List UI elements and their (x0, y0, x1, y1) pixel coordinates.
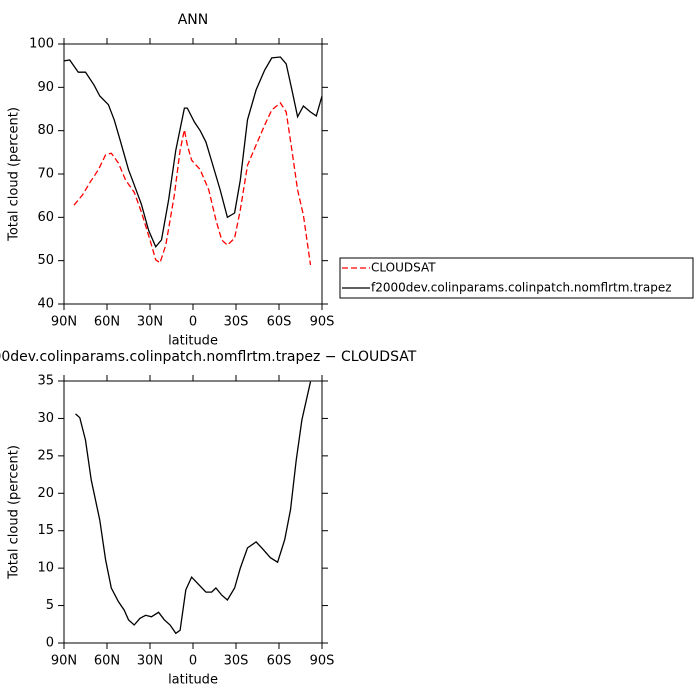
x-axis-label: latitude (168, 334, 218, 349)
chart-title: ANN (178, 12, 209, 28)
x-axis-label: latitude (168, 673, 218, 688)
plot-frame (63, 43, 323, 305)
x-tick-label: 30S (224, 315, 249, 330)
x-tick-label: 30N (137, 654, 163, 669)
data-line (73, 101, 312, 266)
y-tick-label: 20 (37, 486, 54, 501)
x-tick-label: 0 (189, 654, 197, 669)
y-tick-label: 90 (37, 80, 54, 95)
x-tick-label: 60S (267, 315, 292, 330)
x-tick-label: 0 (189, 315, 197, 330)
chart-title: f2000dev.colinparams.colinpatch.nomflrtm… (0, 349, 417, 365)
y-tick-label: 100 (29, 37, 54, 52)
x-tick-label: 30S (224, 654, 249, 669)
y-tick-label: 25 (37, 448, 54, 463)
x-tick-label: 60N (94, 654, 120, 669)
data-line (75, 381, 312, 635)
x-tick-label: 30N (137, 315, 163, 330)
x-tick-label: 90S (310, 315, 335, 330)
y-tick-label: 0 (46, 636, 54, 651)
x-tick-label: 60S (267, 654, 292, 669)
legend-label: f2000dev.colinparams.colinpatch.nomflrtm… (371, 281, 672, 295)
legend-label: CLOUDSAT (371, 261, 436, 275)
x-tick-label: 90N (51, 315, 77, 330)
y-axis-label: Total cloud (percent) (7, 445, 22, 580)
y-tick-label: 80 (37, 123, 54, 138)
x-tick-label: 60N (94, 315, 120, 330)
y-tick-label: 5 (46, 598, 54, 613)
legend-box (339, 257, 694, 299)
y-tick-label: 10 (37, 561, 54, 576)
y-tick-label: 50 (37, 253, 54, 268)
y-tick-label: 35 (37, 374, 54, 389)
plot-frame (63, 380, 323, 644)
y-axis-label: Total cloud (percent) (7, 107, 22, 242)
y-tick-label: 30 (37, 411, 54, 426)
y-tick-label: 70 (37, 167, 54, 182)
y-tick-label: 15 (37, 523, 54, 538)
y-tick-label: 60 (37, 210, 54, 225)
data-line (63, 56, 323, 249)
y-tick-label: 40 (37, 297, 54, 312)
x-tick-label: 90S (310, 654, 335, 669)
x-tick-label: 90N (51, 654, 77, 669)
